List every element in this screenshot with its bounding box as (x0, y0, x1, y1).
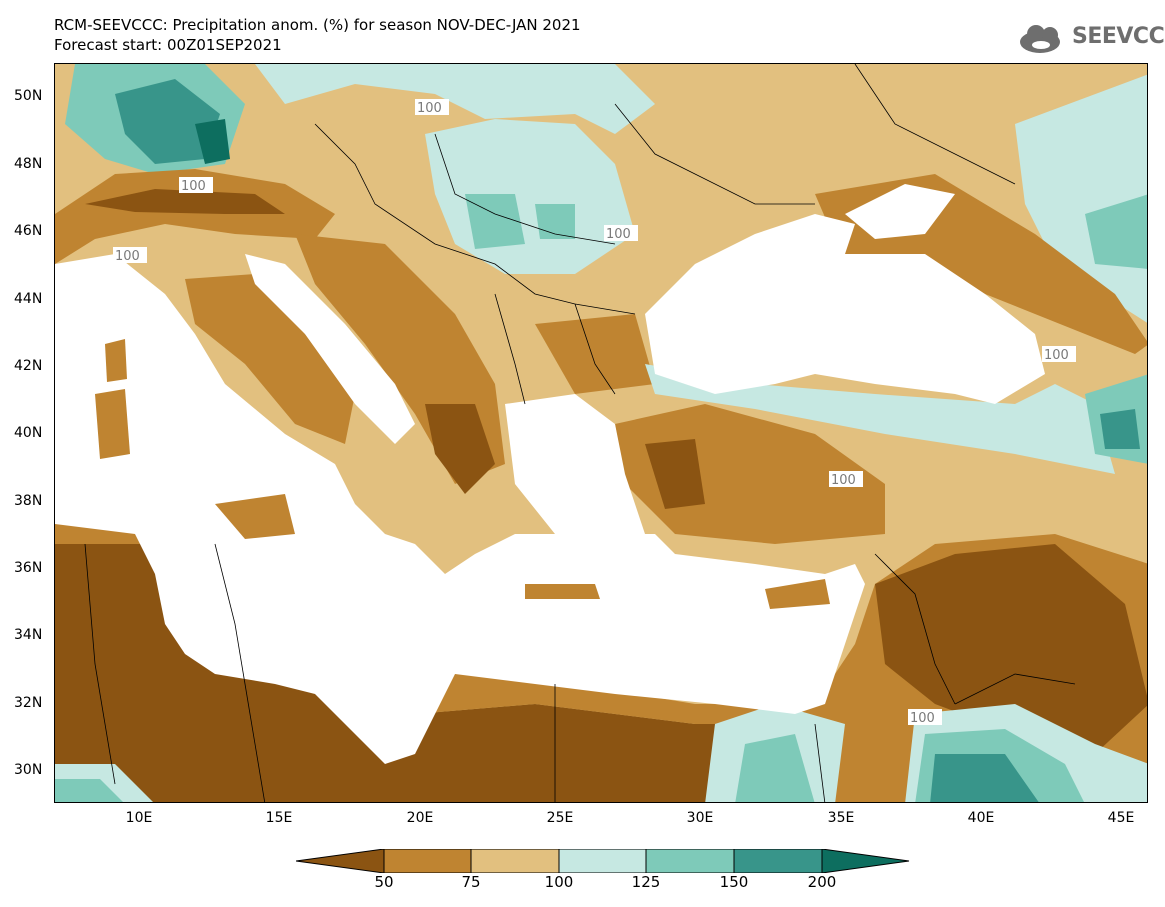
sicily-island (215, 494, 295, 539)
anomaly-region-medium-brown (535, 314, 655, 394)
colorbar-tick-label: 100 (544, 873, 574, 891)
colorbar-segment-50-75 (383, 849, 472, 873)
colorbar-tick-label: 150 (719, 873, 749, 891)
mediterranean-sea (55, 254, 865, 764)
country-border (494, 293, 526, 405)
colorbar-tick-label: 75 (461, 873, 481, 891)
lat-label: 50N (14, 88, 43, 104)
lon-label: 10E (125, 810, 153, 826)
lat-label: 34N (14, 627, 43, 643)
lon-label: 35E (827, 810, 855, 826)
anomaly-region-dark-teal (115, 79, 220, 164)
contour-label-100: 100 (831, 473, 856, 488)
contour-label-100: 100 (417, 101, 442, 116)
colorbar-segment-above-200 (821, 849, 910, 873)
crete-island (525, 584, 600, 599)
lat-label: 42N (14, 358, 43, 374)
contour-label-100: 100 (181, 179, 206, 194)
sardinia-island (95, 389, 130, 459)
country-border (874, 553, 956, 705)
adriatic-sea (245, 254, 415, 444)
anomaly-region-medium-brown (55, 169, 335, 264)
country-border (214, 543, 266, 802)
cloud-logo-icon (1020, 25, 1060, 53)
anomaly-region-light-teal (645, 364, 1115, 474)
lon-label: 20E (406, 810, 434, 826)
contour-label-100: 100 (115, 249, 140, 264)
country-border (854, 64, 1016, 185)
lat-label: 46N (14, 223, 43, 239)
anomaly-region-dark-teal (930, 754, 1039, 802)
contour-label-100: 100 (910, 711, 935, 726)
black-sea (645, 214, 1045, 404)
colorbar-segment-150-200 (733, 849, 823, 873)
country-border (84, 543, 116, 785)
forecast-start-label: Forecast start: 00Z01SEP2021 (54, 36, 282, 54)
logo-text: SEEVCCC (1072, 24, 1165, 49)
country-border (614, 103, 815, 205)
country-border (434, 133, 616, 245)
lat-label: 32N (14, 695, 43, 711)
anomaly-region-dark-brown (875, 544, 1147, 754)
colorbar-segment-100-125 (558, 849, 647, 873)
contour-labels: 100 100 100 100 100 100 100 (113, 99, 1076, 726)
colorbar-segment-75-100 (470, 849, 560, 873)
country-border (574, 303, 616, 395)
lat-label: 38N (14, 493, 43, 509)
colorbar-segment-below-50 (296, 849, 385, 873)
cyprus-island (765, 579, 830, 609)
anomaly-region-dark-teal (1100, 409, 1140, 449)
lon-label: 25E (546, 810, 574, 826)
anomaly-region-teal (55, 779, 123, 802)
lon-label: 15E (265, 810, 293, 826)
lat-label: 48N (14, 156, 43, 172)
colorbar (296, 849, 910, 873)
anomaly-region-dark-brown (85, 189, 285, 214)
anomaly-region-teal (465, 194, 525, 249)
country-border (314, 123, 636, 315)
map-title: RCM-SEEVCCC: Precipitation anom. (%) for… (54, 16, 581, 34)
colorbar-segment-125-150 (645, 849, 735, 873)
lat-label: 36N (14, 560, 43, 576)
corsica-island (105, 339, 127, 382)
lon-label: 45E (1107, 810, 1135, 826)
lat-label: 44N (14, 291, 43, 307)
colorbar-tick-label: 200 (807, 873, 837, 891)
lon-label: 40E (967, 810, 995, 826)
anomaly-region-medium-brown (55, 524, 1147, 802)
anomaly-region-teal (1085, 194, 1147, 269)
country-border (814, 723, 826, 802)
anomaly-region-dark-brown (645, 439, 705, 509)
anomaly-region-light-teal (55, 64, 655, 134)
anomaly-region-medium-brown (185, 274, 355, 444)
aegean-sea (505, 394, 645, 544)
colorbar-tick-label: 50 (374, 873, 394, 891)
azov-sea (845, 184, 955, 239)
precipitation-anomaly-map: 100 100 100 100 100 100 100 (54, 63, 1148, 803)
anomaly-region-teal (735, 734, 815, 802)
lat-label: 30N (14, 762, 43, 778)
anomaly-region-dark-brown (425, 404, 495, 494)
contour-label-100: 100 (1044, 348, 1069, 363)
anomaly-region-dark-brown (55, 544, 835, 802)
contour-label-100: 100 (606, 227, 631, 242)
colorbar-tick-label: 125 (631, 873, 661, 891)
lon-label: 30E (686, 810, 714, 826)
anomaly-region-medium-brown (615, 404, 885, 544)
lat-label: 40N (14, 425, 43, 441)
anomaly-region-darkest-teal (195, 119, 230, 164)
country-border (954, 673, 1076, 705)
